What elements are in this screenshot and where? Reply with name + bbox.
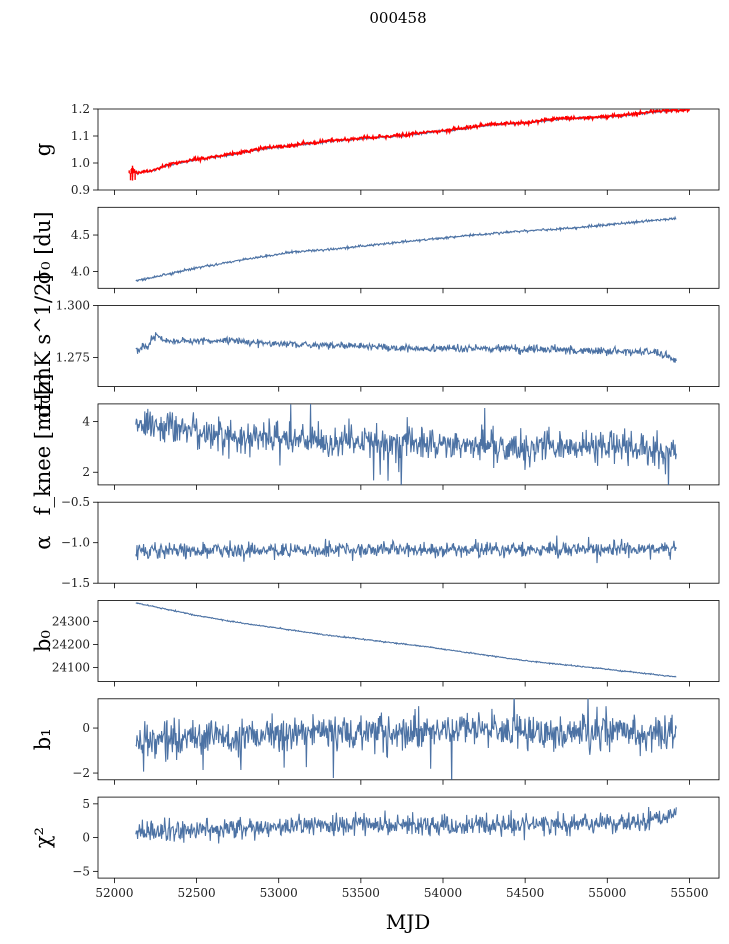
y-axis-label: f_knee [mHz] — [31, 374, 55, 516]
y-tick-label: −5 — [72, 864, 90, 878]
y-axis-label: α — [31, 536, 55, 550]
x-tick-label: 55000 — [588, 886, 626, 900]
panel-alpha: −1.5 −1.0 −0.5 α — [31, 495, 720, 590]
y-axis-label: σ₀[mK s^1/2] — [31, 274, 55, 418]
plot-frame — [97, 600, 720, 682]
y-axis-label: σ₀ [du] — [31, 211, 55, 284]
y-axis-label: χ² — [31, 827, 55, 848]
y-tick-label: −1.0 — [61, 536, 90, 550]
y-tick-label: 1.0 — [71, 156, 90, 170]
series-line-chi2 — [135, 806, 677, 844]
x-tick-label: 54500 — [506, 886, 544, 900]
x-axis-label: MJD — [386, 910, 431, 934]
subplots: 0.9 1.0 1.1 1.2 g 4.0 4.5 σ₀ [du] 1.275 1.300σ₀[m… — [31, 102, 720, 900]
y-tick-label: 1.2 — [71, 102, 90, 116]
panel-fknee: 2 4 f_knee [mHz] — [31, 374, 720, 516]
x-tick-label: 52000 — [95, 886, 133, 900]
y-axis-label: b₀ — [31, 630, 55, 652]
y-tick-label: 4.0 — [71, 265, 90, 279]
y-tick-label: 0 — [82, 721, 90, 735]
series-line-b0 — [135, 602, 677, 678]
plot-frame — [97, 206, 720, 289]
panel-b0: 24100 24200 24300 b₀ — [31, 600, 720, 687]
y-tick-label: 4 — [82, 415, 90, 429]
plot-frame — [97, 305, 720, 388]
y-tick-label: 0 — [82, 831, 90, 845]
panel-sigma_du: 4.0 4.5 σ₀ [du] — [31, 206, 720, 294]
y-tick-label: 24100 — [52, 661, 90, 675]
x-tick-label: 54000 — [424, 886, 462, 900]
y-tick-label: 1.300 — [56, 299, 90, 313]
panel-chi2: −5 0 5 52000 52500 53000 53500 54000 54500 55000 5… — [31, 796, 720, 900]
series-line-fknee — [135, 404, 677, 485]
y-tick-label: −0.5 — [61, 495, 90, 509]
panel-b1: −2 0 b₁ — [31, 698, 720, 785]
plot-frame — [97, 698, 720, 781]
x-tick-label: 53500 — [342, 886, 380, 900]
y-tick-label: 24200 — [52, 637, 90, 651]
y-tick-label: 4.5 — [71, 228, 90, 242]
y-tick-label: 5 — [82, 797, 90, 811]
y-tick-label: 1.275 — [56, 351, 90, 365]
highlight-line — [130, 109, 691, 175]
x-tick-label: 55500 — [670, 886, 708, 900]
series-line-sigma_du — [135, 215, 677, 282]
x-tick-label: 52500 — [177, 886, 215, 900]
y-tick-label: 1.1 — [71, 129, 90, 143]
panel-g: 0.9 1.0 1.1 1.2 g — [31, 102, 720, 197]
plot-frame — [97, 403, 720, 486]
y-tick-label: 2 — [82, 465, 90, 479]
series-line-g — [135, 109, 677, 176]
y-tick-label: −2 — [72, 766, 90, 780]
series-line-sigma_mk — [135, 332, 677, 363]
y-tick-label: 0.9 — [71, 183, 90, 197]
plot-frame — [97, 108, 720, 191]
y-axis-label: b₁ — [31, 728, 55, 750]
plot-frame — [97, 501, 720, 584]
plot-frame — [97, 796, 720, 879]
figure-title: 000458 — [369, 9, 426, 27]
y-tick-label: 24300 — [52, 614, 90, 628]
y-axis-label: g — [31, 143, 55, 156]
series-line-alpha — [135, 535, 677, 564]
y-tick-label: −1.5 — [61, 576, 90, 590]
x-tick-label: 53000 — [260, 886, 298, 900]
series-line-b1 — [135, 698, 677, 780]
